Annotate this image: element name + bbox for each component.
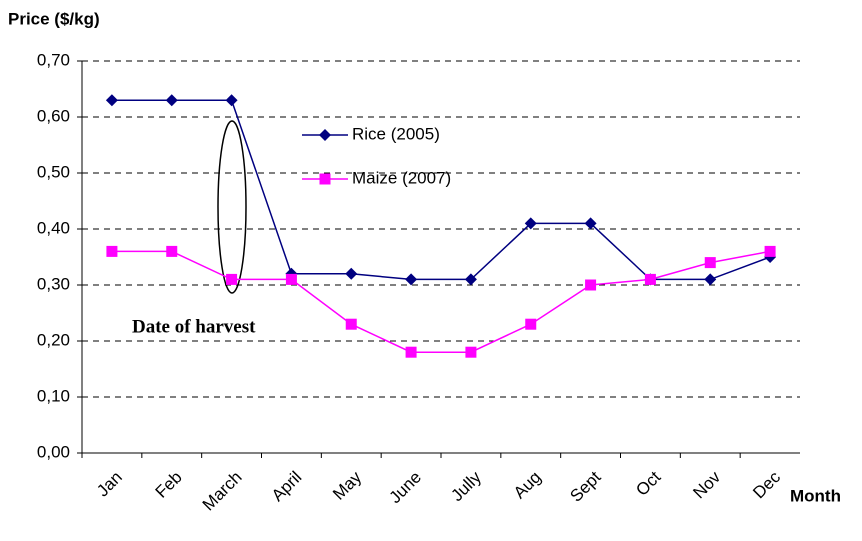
data-point [585,279,597,291]
x-tick-label: Jully [447,467,485,505]
x-tick-label: May [329,467,365,503]
x-tick-label: Aug [510,468,545,503]
data-point [345,318,357,330]
y-tick-label: 0,10 [37,386,70,405]
data-point [405,346,417,358]
data-point [525,318,537,330]
harvest-ellipse [217,120,247,294]
y-tick-label: 0,00 [37,442,70,461]
data-point [764,245,776,257]
y-tick-label: 0,30 [37,274,70,293]
legend-label: Rice (2005) [352,124,440,143]
data-point [106,245,118,257]
data-point [345,267,358,280]
data-point [704,257,716,269]
x-tick-label: Jan [93,468,126,501]
data-point [584,217,597,230]
y-tick-label: 0,50 [37,162,70,181]
x-tick-label: Nov [689,467,724,502]
data-point [105,94,118,107]
data-point [166,245,178,257]
x-tick-label: Dec [749,467,784,502]
data-point [464,273,477,286]
data-point [165,94,178,107]
data-point [225,94,238,107]
x-tick-label: Sept [566,467,604,505]
y-tick-label: 0,60 [37,106,70,125]
y-tick-label: 0,40 [37,218,70,237]
x-tick-label: Feb [152,468,186,502]
y-axis-label: Price ($/kg) [8,9,100,28]
series-line [111,250,771,353]
legend-marker [319,129,331,141]
y-tick-label: 0,20 [37,330,70,349]
data-point [226,273,238,285]
x-axis-label: Month [790,486,841,505]
x-tick-label: March [199,468,246,515]
data-point [524,217,537,230]
x-tick-label: June [386,468,426,508]
data-point [285,273,297,285]
series-line [111,99,771,281]
data-point [704,273,717,286]
legend-marker [319,173,331,185]
x-tick-label: April [268,468,305,505]
x-tick-label: Oct [632,467,664,499]
data-point [465,346,477,358]
data-point [644,273,656,285]
y-tick-label: 0,70 [37,50,70,69]
annotation: Date of harvest [132,316,256,337]
legend-label: Maize (2007) [352,168,451,187]
data-point [405,273,418,286]
